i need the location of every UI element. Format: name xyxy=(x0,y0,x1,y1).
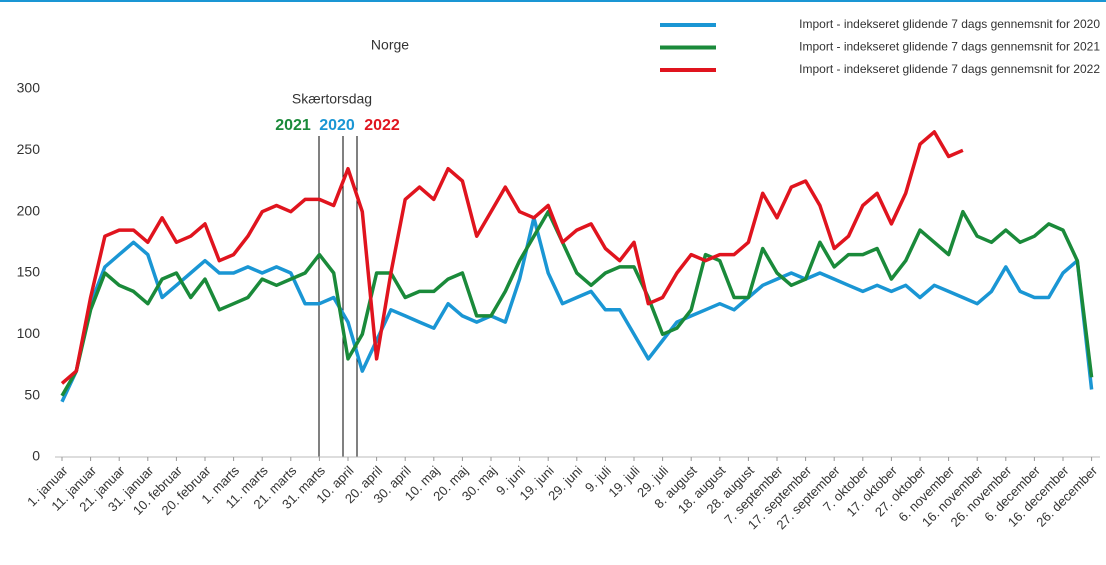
annotation: Skærtorsdag xyxy=(292,91,372,107)
legend-label: Import - indekseret glidende 7 dags genn… xyxy=(799,40,1100,54)
x-tick-label: 19. juli xyxy=(605,463,642,500)
annotation-year: 2021 xyxy=(275,117,311,134)
y-tick-label: 50 xyxy=(24,386,40,402)
y-tick-label: 200 xyxy=(17,202,41,218)
y-tick-label: 100 xyxy=(17,325,41,341)
y-tick-label: 250 xyxy=(17,141,41,157)
annotation-year: 2020 xyxy=(319,117,355,134)
chart-title: Norge xyxy=(371,37,409,53)
legend-label: Import - indekseret glidende 7 dags genn… xyxy=(799,62,1100,76)
y-tick-label: 150 xyxy=(17,264,41,280)
series-line xyxy=(60,209,1094,397)
y-tick-label: 0 xyxy=(32,448,40,464)
annotation-year: 2022 xyxy=(364,117,400,134)
y-tick-label: 300 xyxy=(17,80,41,96)
legend-label: Import - indekseret glidende 7 dags genn… xyxy=(799,17,1100,31)
series-line xyxy=(60,130,964,385)
series-line xyxy=(60,216,1094,403)
